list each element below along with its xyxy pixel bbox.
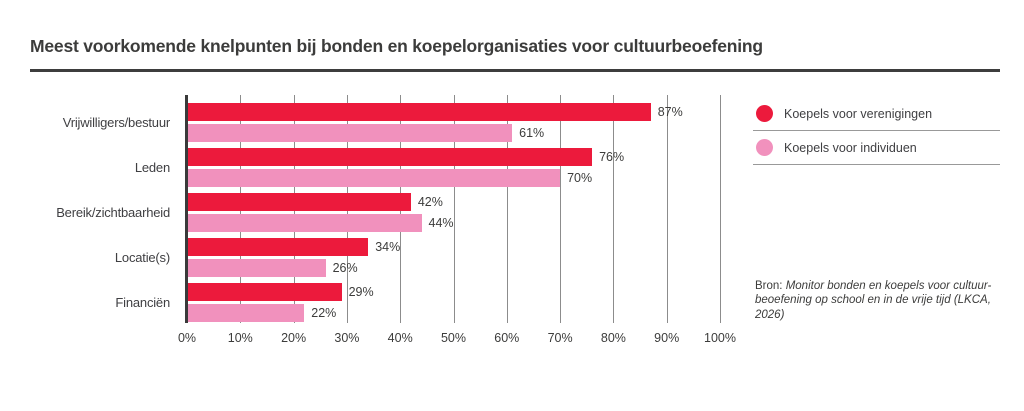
- category-label: Leden: [134, 159, 170, 175]
- legend-label: Koepels voor verenigingen: [784, 106, 933, 121]
- source-text: Monitor bonden en koepels voor cultuur-: [785, 280, 992, 292]
- legend: Koepels voor verenigingen Koepels voor i…: [753, 97, 1000, 165]
- bar-leden-series1: [187, 169, 561, 187]
- chart-title: Meest voorkomende knelpunten bij bonden …: [30, 36, 763, 56]
- gridline-100%: [720, 95, 721, 323]
- gridline-80%: [613, 95, 615, 323]
- value-label: 42%: [417, 195, 443, 209]
- value-label: 26%: [332, 261, 358, 275]
- x-tick-label: 90%: [654, 331, 680, 345]
- gridline-50%: [453, 95, 455, 323]
- x-tick-label: 40%: [387, 331, 413, 345]
- x-tick-label: 10%: [227, 331, 253, 345]
- category-axis: Vrijwilligers/bestuur Leden Bereik/zichtba…: [20, 95, 170, 323]
- value-label: 34%: [375, 240, 401, 254]
- source-line: 2026): [755, 308, 785, 321]
- legend-swatch-pink: [756, 139, 773, 156]
- legend-item-verenigingen: Koepels voor verenigingen: [753, 97, 1000, 131]
- bar-locatie-s--series0: [187, 238, 369, 256]
- category-label: Bereik/zichtbaarheid: [56, 204, 170, 220]
- bar-financi-n-series1: [187, 304, 305, 322]
- bar-bereik-zichtbaarheid-series1: [187, 214, 422, 232]
- category-label: Vrijwilligers/bestuur: [62, 114, 170, 130]
- legend-item-individuen: Koepels voor individuen: [753, 131, 1000, 165]
- category-label: Financiën: [115, 294, 170, 310]
- legend-label: Koepels voor individuen: [784, 140, 917, 155]
- source-line: beoefening op school en in de vrije tijd…: [755, 294, 991, 307]
- bar-vrijwilligers-bestuur-series1: [187, 124, 513, 142]
- x-tick-label: 80%: [600, 331, 626, 345]
- bar-leden-series0: [187, 148, 593, 166]
- value-label: 87%: [657, 105, 683, 119]
- bar-financi-n-series0: [187, 283, 342, 301]
- gridline-90%: [666, 95, 668, 323]
- x-tick-label: 0%: [177, 331, 197, 345]
- x-axis-labels: 0% 10% 20% 30% 40% 50% 60% 70% 80% 90% 100%: [178, 331, 736, 349]
- bar-vrijwilligers-bestuur-series0: [187, 103, 651, 121]
- value-label: 29%: [348, 285, 374, 299]
- bar-locatie-s--series1: [187, 259, 326, 277]
- x-tick-label: 100%: [704, 331, 736, 345]
- value-label: 70%: [567, 171, 593, 185]
- bar-bereik-zichtbaarheid-series0: [187, 193, 411, 211]
- x-tick-label: 20%: [281, 331, 307, 345]
- value-label: 61%: [519, 126, 545, 140]
- source-line: Bron: Monitor bonden en koepels voor cul…: [755, 279, 1010, 293]
- x-tick-label: 50%: [440, 331, 467, 345]
- category-label: Locatie(s): [114, 249, 170, 265]
- title-rule: [30, 69, 1000, 72]
- x-tick-label: 60%: [494, 331, 520, 345]
- value-label: 22%: [311, 306, 337, 320]
- y-axis-line: [185, 95, 188, 323]
- legend-swatch-red: [756, 105, 773, 122]
- plot-area: 87% 61% 76% 70% 42% 44% 34% 26% 29% 22%: [185, 95, 721, 323]
- gridline-70%: [560, 95, 562, 323]
- x-tick-label: 30%: [334, 331, 360, 345]
- x-tick-label: 70%: [547, 331, 573, 345]
- value-label: 44%: [428, 216, 454, 230]
- gridline-60%: [506, 95, 508, 323]
- source-note: Bron: Monitor bonden en koepels voor cul…: [755, 279, 1010, 322]
- value-label: 76%: [599, 150, 625, 164]
- source-prefix: Bron:: [755, 280, 783, 292]
